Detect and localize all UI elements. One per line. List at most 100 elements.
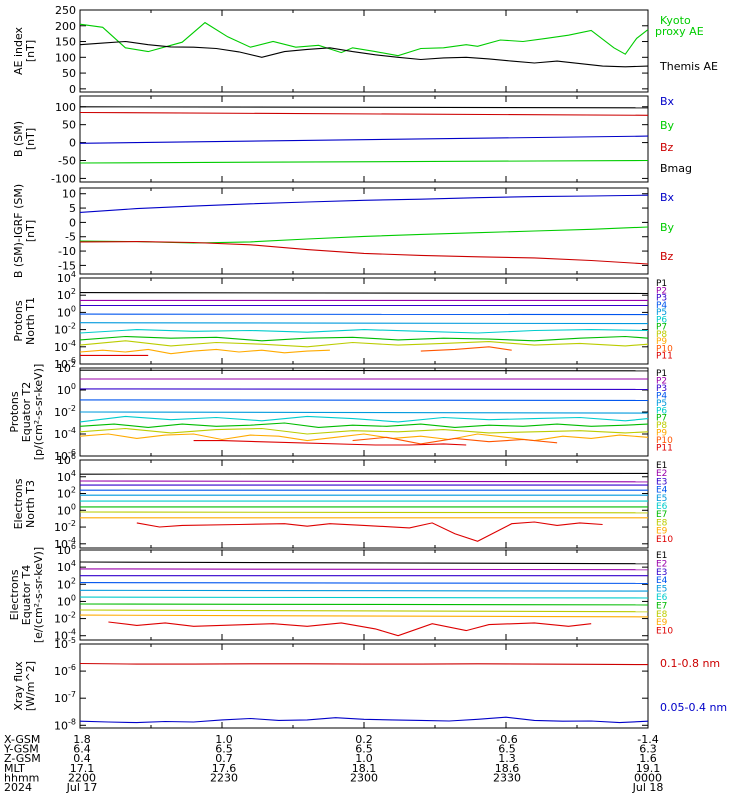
orbit-value: Jul 17 <box>66 781 98 794</box>
legend-entry: P8 <box>656 330 667 340</box>
y-tick-base: 10 <box>57 289 71 302</box>
y-tick-base: 10 <box>54 521 68 534</box>
orbit-value: 19.1 <box>636 762 661 775</box>
legend-entry: E3 <box>656 568 667 578</box>
y-tick-base: 10 <box>54 719 68 732</box>
series-line-0-1-0-8-nm <box>79 662 649 666</box>
y-tick-exponent: 0 <box>71 502 76 511</box>
y-tick-exponent: 2 <box>71 360 76 369</box>
orbit-table: X-GSM 1.8 1.0 0.2 -0.6 -1.4 Y-GSM 6.4 6.5 6.5 6.5 6… <box>3 733 663 794</box>
y-tick-exponent: 0 <box>71 593 76 602</box>
series-line-p1 <box>79 369 649 372</box>
y-tick-base: 10 <box>54 538 68 551</box>
series-line-e2 <box>79 568 649 571</box>
y-tick-label: 102 <box>57 360 76 375</box>
legend-entry: E10 <box>656 535 673 545</box>
y-tick-label: 10-5 <box>54 636 76 651</box>
y-tick-label: 10-2 <box>54 611 76 626</box>
y-tick-base: 10 <box>54 692 68 705</box>
y-tick-exponent: -4 <box>68 628 76 637</box>
y-axis-label: North T3 <box>24 480 37 528</box>
series-line-p10 <box>420 346 512 352</box>
y-tick-label: 10-2 <box>54 519 76 534</box>
y-tick-label: 10-6 <box>54 663 76 678</box>
series-label: Bz <box>660 250 674 263</box>
y-axis-label: [nT] <box>24 40 37 62</box>
legend-entry: P9 <box>656 337 667 347</box>
y-tick-label: 104 <box>57 469 76 484</box>
y-tick-base: 10 <box>54 665 68 678</box>
y-tick-exponent: -4 <box>68 536 76 545</box>
legend-entry: P11 <box>656 352 673 362</box>
y-tick-base: 10 <box>57 595 71 608</box>
series-label: Bz <box>660 141 674 154</box>
legend-entry: P3 <box>656 384 667 394</box>
orbit-value: 6.5 <box>215 743 233 756</box>
legend-entry: E1 <box>656 551 667 561</box>
y-tick-label: 10-2 <box>54 322 76 337</box>
y-tick-label: 10-4 <box>54 426 76 441</box>
orbit-value: 1.8 <box>73 733 91 746</box>
y-tick-label: 200 <box>55 20 76 33</box>
y-axis-label: Equator T4 <box>20 565 33 625</box>
legend-entry: E1 <box>656 461 667 471</box>
series-line-e10 <box>108 621 592 637</box>
y-tick-base: 10 <box>57 362 71 375</box>
y-tick-exponent: -6 <box>68 448 76 457</box>
legend-entry: E5 <box>656 494 667 504</box>
y-axis-label: Xray flux <box>12 661 25 711</box>
orbit-row-label: hhmm <box>4 771 39 784</box>
panel-frame <box>79 9 649 93</box>
series-line-bmag <box>79 106 649 109</box>
y-tick-label: 10 <box>62 188 76 201</box>
y-tick-exponent: 4 <box>71 559 76 568</box>
orbit-value: -0.6 <box>496 733 517 746</box>
orbit-value: 18.6 <box>495 762 520 775</box>
series-label: Themis AE <box>659 60 718 73</box>
series-line-themis-ae <box>79 40 649 68</box>
panel-frame <box>79 277 649 365</box>
legend-entry: P2 <box>656 286 667 296</box>
legend-entry: P7 <box>656 323 667 333</box>
y-tick-label: 104 <box>57 270 76 285</box>
y-tick-label: 106 <box>57 542 76 557</box>
y-tick-label: 10-4 <box>54 536 76 551</box>
y-tick-exponent: 4 <box>71 469 76 478</box>
series-line-e8 <box>79 609 649 613</box>
orbit-row-label: MLT <box>4 762 25 775</box>
orbit-row-label: 2024 <box>4 781 32 794</box>
orbit-value: 0.7 <box>215 752 233 765</box>
legend-entry: P5 <box>656 399 667 409</box>
series-label: proxy AE <box>655 25 704 38</box>
y-tick-exponent: 2 <box>71 486 76 495</box>
y-tick-label: 100 <box>57 304 76 319</box>
legend-entry: E4 <box>656 486 668 496</box>
y-axis-label: [nT] <box>24 220 37 242</box>
y-tick-label: 150 <box>55 36 76 49</box>
y-tick-label: 10-6 <box>54 448 76 463</box>
y-tick-label: 0 <box>69 137 76 150</box>
legend-entry: P1 <box>656 279 667 289</box>
y-tick-label: 10-2 <box>54 404 76 419</box>
y-tick-exponent: -5 <box>68 636 76 645</box>
legend-entry: P10 <box>656 344 673 354</box>
series-line-bx <box>79 135 649 144</box>
y-axis-label: B (SM)-IGRF (SM) <box>12 184 25 278</box>
legend-entry: E8 <box>656 610 668 620</box>
series-line-bz <box>79 241 649 265</box>
series-line-p5 <box>79 322 649 325</box>
y-tick-label: 10-8 <box>54 717 76 732</box>
y-tick-base: 10 <box>54 630 68 643</box>
y-axis-label: North T1 <box>24 297 37 345</box>
y-axis-label: Protons <box>8 391 21 432</box>
panel-frame <box>79 95 649 183</box>
series-label: Kyoto <box>660 14 691 27</box>
series-line-by <box>79 159 649 164</box>
series-line-e5 <box>79 589 649 592</box>
orbit-value: -1.4 <box>637 733 658 746</box>
y-tick-exponent: -4 <box>68 339 76 348</box>
legend-entry: E5 <box>656 585 667 595</box>
